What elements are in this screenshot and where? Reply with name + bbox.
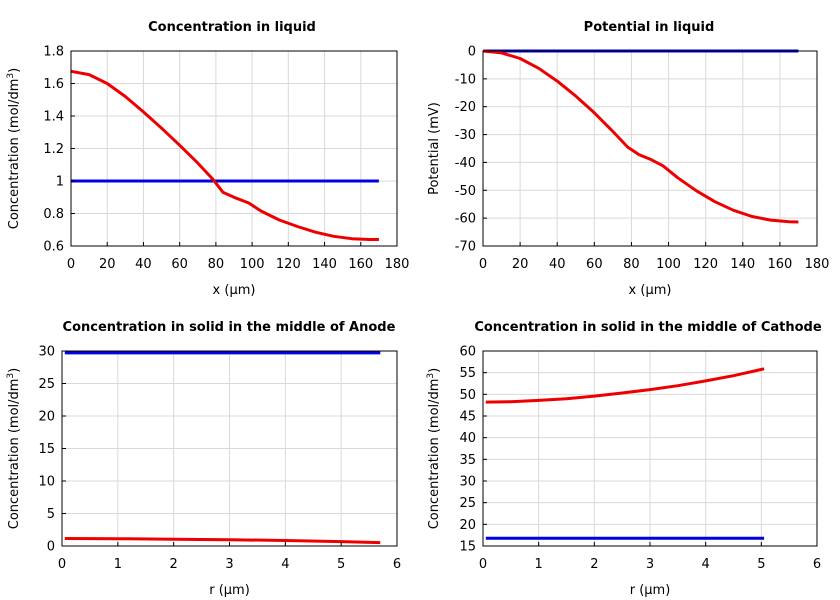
y-tick-label: -20 xyxy=(455,100,476,115)
chart-title: Potential in liquid xyxy=(584,20,715,35)
plot-frame xyxy=(482,50,818,247)
x-tick-label: 2 xyxy=(170,557,178,572)
y-tick-label: 20 xyxy=(459,518,476,533)
series-line-2 xyxy=(70,69,379,241)
x-tick-label: 160 xyxy=(767,257,792,272)
y-tick-label: 0.6 xyxy=(43,240,64,255)
y-tick-label: -70 xyxy=(455,240,476,255)
y-tick-label: 55 xyxy=(459,366,476,381)
y-axis-label: Potential (mV) xyxy=(427,102,442,195)
chart-panel-2: 0 20 40 60 80 100 120 140 160 180 -70 -60 -50 -40 -30 -… xyxy=(427,20,829,298)
x-tick-label: 60 xyxy=(171,257,188,272)
chart-panel-1: 0 20 40 60 80 100 120 140 160 180 0.6 0.8 1 1.2 1.4 1.6… xyxy=(6,20,409,298)
x-tick-label: 6 xyxy=(813,557,821,572)
y-tick-label: 1.2 xyxy=(43,142,64,157)
x-axis-label: x (µm) xyxy=(213,283,256,298)
x-tick-label: 6 xyxy=(393,557,401,572)
x-tick-label: 1 xyxy=(535,557,543,572)
x-tick-label: 3 xyxy=(646,557,654,572)
x-axis-label: x (µm) xyxy=(629,283,672,298)
y-tick-label: 25 xyxy=(38,377,55,392)
y-axis-label: Concentration (mol/dm3) xyxy=(426,368,442,530)
x-tick-label: 0 xyxy=(67,257,75,272)
x-tick-label: 80 xyxy=(623,257,640,272)
y-tick-label: 0 xyxy=(468,45,476,60)
y-tick-label: 1.8 xyxy=(43,45,64,60)
y-tick-label: 1 xyxy=(56,175,64,190)
y-tick-label: 30 xyxy=(459,475,476,490)
y-tick-label: -40 xyxy=(455,156,476,171)
y-tick-label: 25 xyxy=(459,496,476,511)
x-tick-label: 40 xyxy=(135,257,152,272)
x-tick-label: 80 xyxy=(208,257,225,272)
y-tick-label: 20 xyxy=(38,410,55,425)
x-tick-label: 5 xyxy=(337,557,345,572)
y-tick-label: 40 xyxy=(459,431,476,446)
series-line-2 xyxy=(485,367,765,404)
y-axis-label: Concentration (mol/dm3) xyxy=(6,68,22,230)
x-tick-label: 4 xyxy=(702,557,710,572)
y-tick-label: 60 xyxy=(459,345,476,360)
y-tick-label: 45 xyxy=(459,410,476,425)
y-tick-label: 15 xyxy=(459,540,476,555)
chart-panel-4: 0 1 2 3 4 5 615202530354045505560Concentration… xyxy=(426,320,822,598)
x-tick-label: 180 xyxy=(805,257,830,272)
x-tick-label: 120 xyxy=(693,257,718,272)
y-tick-label: 35 xyxy=(459,453,476,468)
x-tick-label: 3 xyxy=(225,557,233,572)
x-tick-label: 60 xyxy=(586,257,603,272)
x-axis-label: r (µm) xyxy=(209,583,250,598)
x-tick-label: 0 xyxy=(479,557,487,572)
x-tick-label: 0 xyxy=(58,557,66,572)
chart-title: Concentration in solid in the middle of … xyxy=(474,320,822,335)
y-tick-label: 1.4 xyxy=(43,110,64,125)
x-tick-label: 1 xyxy=(114,557,122,572)
x-tick-label: 20 xyxy=(99,257,116,272)
x-tick-label: 100 xyxy=(656,257,681,272)
y-axis-label: Concentration (mol/dm3) xyxy=(6,368,22,530)
y-tick-label: 15 xyxy=(38,442,55,457)
y-tick-label: 50 xyxy=(459,388,476,403)
x-tick-label: 140 xyxy=(312,257,337,272)
x-tick-label: 40 xyxy=(549,257,566,272)
y-tick-label: -60 xyxy=(455,212,476,227)
y-tick-label: 0.8 xyxy=(43,207,64,222)
y-tick-label: -50 xyxy=(455,184,476,199)
x-tick-label: 2 xyxy=(590,557,598,572)
y-tick-label: 30 xyxy=(38,345,55,360)
x-tick-label: 180 xyxy=(385,257,410,272)
y-tick-label: -30 xyxy=(455,128,476,143)
y-tick-label: -10 xyxy=(455,72,476,87)
x-axis-label: r (µm) xyxy=(630,583,671,598)
y-tick-label: 1.6 xyxy=(43,77,64,92)
x-tick-label: 0 xyxy=(479,257,487,272)
chart-title: Concentration in solid in the middle of … xyxy=(63,320,396,335)
y-tick-label: 10 xyxy=(38,475,55,490)
x-tick-label: 120 xyxy=(276,257,301,272)
series-line-2 xyxy=(64,537,381,545)
x-tick-label: 20 xyxy=(512,257,529,272)
chart-panel-3: 0 1 2 3 4 5 6 0 5 10 15 20 25 30 Concentration in soli… xyxy=(6,320,401,598)
x-tick-label: 5 xyxy=(757,557,765,572)
x-tick-label: 100 xyxy=(240,257,265,272)
series-line-2 xyxy=(482,49,799,224)
x-tick-label: 4 xyxy=(281,557,289,572)
y-tick-label: 5 xyxy=(47,507,55,522)
x-tick-label: 140 xyxy=(730,257,755,272)
y-tick-label: 0 xyxy=(47,540,55,555)
chart-title: Concentration in liquid xyxy=(148,20,316,35)
x-tick-label: 160 xyxy=(348,257,373,272)
